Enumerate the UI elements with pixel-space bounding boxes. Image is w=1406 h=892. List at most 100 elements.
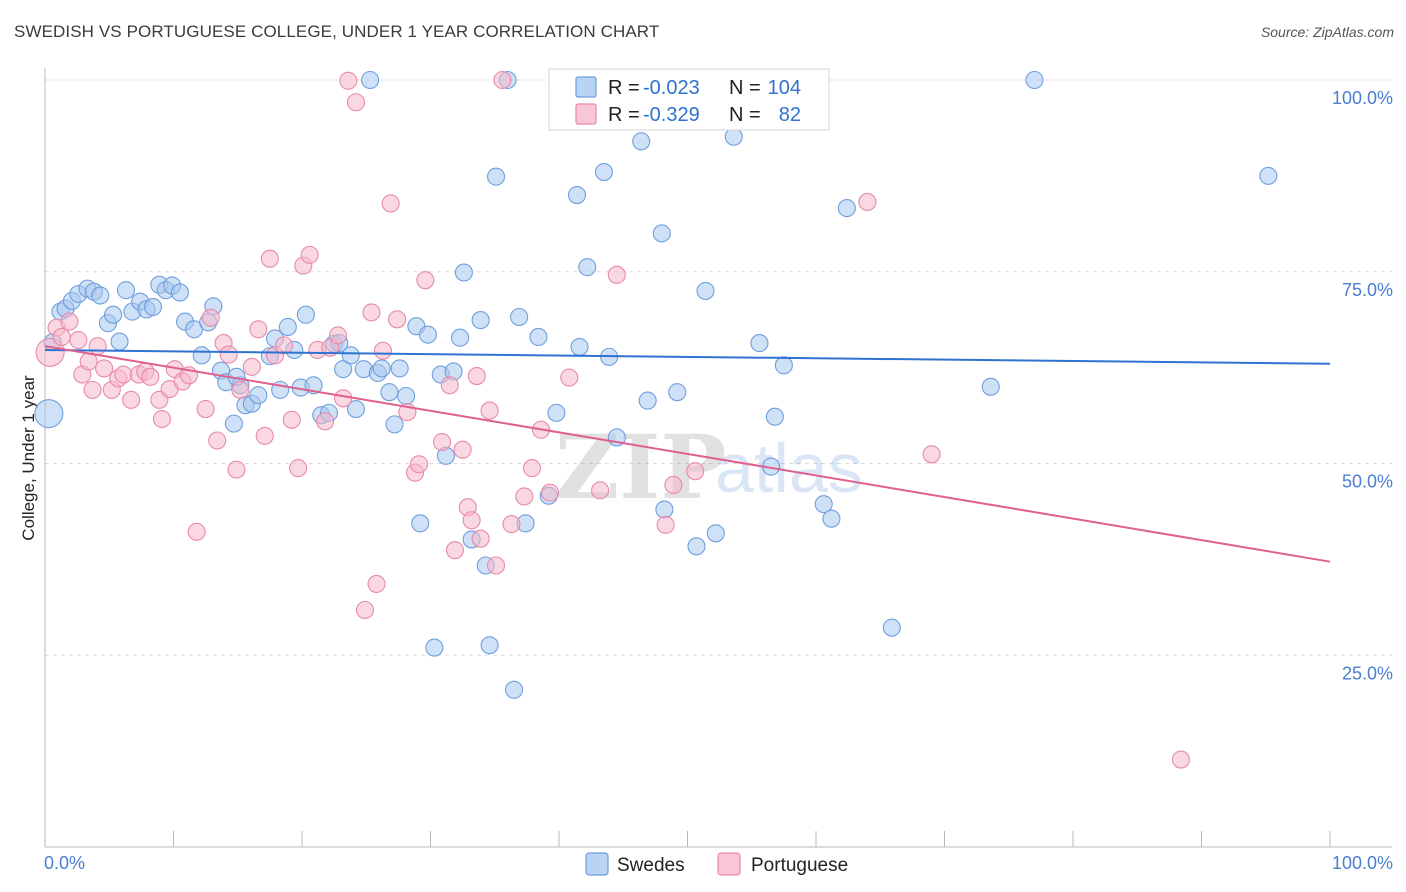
point-portuguese (355, 600, 375, 620)
x-axis-ticks (44, 831, 1331, 847)
point-swedes (814, 495, 833, 514)
point-portuguese (95, 359, 114, 378)
point-portuguese (187, 522, 206, 541)
point-portuguese (60, 312, 79, 331)
point-portuguese (656, 515, 675, 534)
point-portuguese (208, 431, 227, 450)
point-swedes (1025, 70, 1044, 90)
point-swedes (578, 258, 597, 277)
point-swedes (765, 407, 784, 426)
point-portuguese (114, 365, 133, 384)
point-portuguese (316, 412, 335, 431)
point-swedes (170, 283, 189, 302)
trendline-swedes (44, 348, 1331, 365)
point-portuguese (373, 341, 393, 360)
point-swedes (632, 132, 651, 151)
point-portuguese (219, 345, 238, 364)
point-swedes (480, 636, 499, 655)
point-swedes (570, 337, 589, 356)
point-swedes (655, 500, 674, 519)
point-portuguese (522, 459, 542, 478)
point-portuguese (300, 245, 319, 264)
point-portuguese (289, 459, 308, 478)
point-portuguese (858, 192, 877, 212)
point-swedes (34, 399, 64, 429)
point-swedes (724, 127, 743, 146)
point-swedes (981, 377, 1000, 396)
point-portuguese (922, 445, 941, 464)
point-swedes (372, 359, 391, 378)
point-portuguese (453, 440, 472, 459)
y-tick-label: 100.0% (1332, 88, 1393, 108)
point-swedes (425, 638, 444, 657)
point-portuguese (540, 483, 560, 502)
point-portuguese (69, 330, 88, 350)
legend-n-label-swedes: N = (729, 77, 761, 99)
series-legend: Swedes Portuguese (585, 852, 848, 876)
x-tick-label-max: 100.0% (1332, 853, 1393, 873)
point-portuguese (79, 352, 98, 371)
point-portuguese (274, 336, 294, 355)
point-portuguese (664, 475, 683, 495)
point-swedes (334, 360, 353, 379)
point-portuguese (388, 310, 407, 329)
point-swedes (341, 346, 360, 365)
point-swedes (418, 325, 437, 344)
bottom-legend-swatch-portuguese (717, 852, 741, 876)
legend-n-value-swedes: 104 (768, 77, 801, 99)
point-swedes (192, 346, 211, 365)
point-swedes (668, 383, 687, 402)
point-portuguese (381, 194, 400, 213)
legend-swatch-portuguese (575, 103, 597, 125)
point-portuguese (227, 460, 246, 479)
point-swedes (278, 317, 297, 337)
point-swedes (567, 186, 587, 205)
point-portuguese (607, 265, 626, 284)
point-portuguese (249, 320, 268, 339)
point-swedes (486, 167, 506, 186)
point-portuguese (35, 337, 65, 367)
point-swedes (143, 297, 162, 317)
point-swedes (471, 311, 490, 330)
point-portuguese (1171, 750, 1190, 769)
point-portuguese (339, 71, 358, 90)
point-swedes (249, 386, 268, 405)
point-swedes (454, 263, 473, 282)
point-swedes (224, 414, 243, 433)
point-swedes (397, 386, 416, 406)
point-swedes (750, 334, 769, 353)
point-swedes (91, 286, 110, 305)
point-portuguese (502, 515, 521, 534)
point-swedes (594, 162, 614, 182)
point-portuguese (141, 367, 160, 386)
point-portuguese (88, 337, 107, 356)
bottom-legend-swatch-swedes (585, 852, 609, 876)
point-portuguese (467, 367, 486, 386)
bottom-legend-label-portuguese: Portuguese (751, 855, 848, 876)
point-swedes (696, 281, 715, 300)
point-portuguese (152, 409, 171, 429)
point-portuguese (52, 327, 71, 346)
point-portuguese (493, 70, 512, 90)
trendline-portuguese (44, 345, 1331, 563)
legend-n-value-portuguese: 82 (779, 104, 801, 126)
y-axis-title: College, Under 1 year (19, 375, 38, 541)
point-portuguese (686, 462, 705, 481)
point-swedes (346, 399, 366, 419)
point-portuguese (362, 303, 381, 322)
point-swedes (706, 524, 725, 543)
point-swedes (411, 514, 430, 533)
point-portuguese (409, 455, 428, 474)
point-portuguese (122, 390, 141, 409)
point-swedes (837, 199, 856, 218)
point-portuguese (480, 401, 499, 420)
point-swedes (296, 305, 315, 324)
point-swedes (110, 332, 129, 351)
point-swedes (380, 383, 399, 402)
point-swedes (822, 509, 841, 528)
point-portuguese (433, 432, 452, 452)
point-portuguese (260, 249, 279, 268)
y-tick-label: 75.0% (1342, 280, 1393, 300)
point-swedes (361, 70, 380, 90)
point-portuguese (83, 380, 102, 399)
